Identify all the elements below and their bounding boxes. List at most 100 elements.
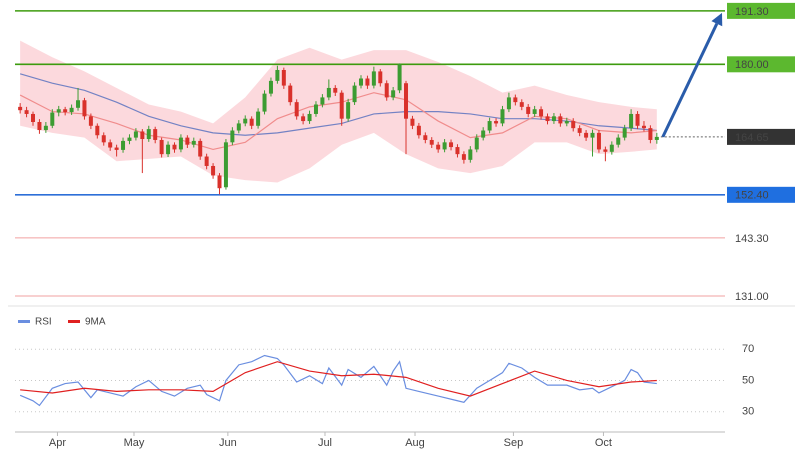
y-tick-label: 30 [742,406,754,418]
x-tick-label: Apr [49,437,66,449]
candle-body [423,135,428,140]
candle-body [487,121,492,131]
candle-body [468,149,473,160]
candle-body [532,109,537,114]
level-label-box [727,2,795,19]
legend-swatch [18,320,30,323]
candle-body [429,139,434,145]
candle-body [114,147,119,150]
candle-body [506,97,511,110]
target-arrow-head [711,12,723,27]
candle-body [249,118,254,126]
candle-body [76,100,81,108]
candle-body [449,142,454,148]
candle-body [333,87,338,93]
candle-body [577,128,582,133]
candle-body [603,149,608,152]
x-tick-label: May [124,437,145,449]
candle-body [397,64,402,91]
candle-body [140,131,145,140]
candle-body [133,131,138,138]
candle-body [481,130,486,138]
candle-body [365,78,370,86]
candle-body [513,97,518,103]
legend-label: 9MA [85,317,106,328]
candle-body [56,109,61,113]
candle-body [539,109,544,117]
candle-body [404,83,409,119]
candle-body [127,137,132,141]
series-line [19,354,657,407]
candle-body [50,112,55,126]
candle-body [584,132,589,138]
candle-body [159,139,164,155]
candle-body [474,137,479,150]
candle-body [37,122,42,131]
candle-body [313,104,318,114]
series-line [20,361,657,397]
candle-body [358,78,363,86]
candle-body [230,130,235,143]
candle-body [217,175,222,189]
candle-body [436,144,441,150]
candle-body [551,116,556,122]
level-label: 143.30 [735,233,769,245]
candle-body [288,85,293,103]
candle-body [629,113,634,129]
candle-body [590,132,595,138]
level-label: 131.00 [735,291,769,303]
y-tick-label: 50 [742,374,754,386]
level-label-box [727,56,795,73]
candle-body [178,137,183,150]
candle-body [275,69,280,81]
candle-body [609,144,614,152]
candle-body [519,102,524,107]
level-label-box [727,128,795,145]
candle-body [236,123,241,131]
candle-body [108,142,113,148]
candle-body [596,132,601,150]
candle-body [384,83,389,98]
candle-body [294,102,299,117]
level-label: 180.00 [735,59,769,71]
candle-body [268,80,273,94]
candle-body [461,154,466,160]
candle-body [18,106,23,111]
candle-body [256,111,261,126]
candle-body [211,165,216,176]
candle-body [455,147,460,155]
candle-body [391,90,396,98]
legend-label: RSI [35,317,52,328]
x-tick-label: Oct [595,437,612,449]
candle-body [326,87,331,98]
candle-body [43,125,48,131]
candle-body [571,121,576,129]
candle-body [243,118,248,124]
candle-body [494,121,499,124]
candle-body [63,109,68,113]
candle-body [121,140,126,150]
candle-body [564,121,569,124]
candle-body [146,129,151,140]
candle-body [371,71,376,86]
candle-body [654,136,659,140]
candle-body [352,85,357,103]
legend-swatch [68,320,80,323]
candle-body [339,92,344,119]
x-tick-label: Aug [405,437,425,449]
candle-body [24,110,29,114]
candle-body [281,69,286,86]
candle-body [262,93,267,112]
candle-body [95,125,100,136]
candle-body [31,113,36,122]
candle-body [410,118,415,126]
target-arrow [661,23,719,138]
candle-body [223,142,228,188]
candle-body [346,102,351,119]
candle-body [416,125,421,136]
level-label: 152.40 [735,190,769,202]
candle-body [82,100,87,117]
y-tick-label: 70 [742,343,754,355]
candle-body [558,116,563,124]
candle-body [307,113,312,122]
